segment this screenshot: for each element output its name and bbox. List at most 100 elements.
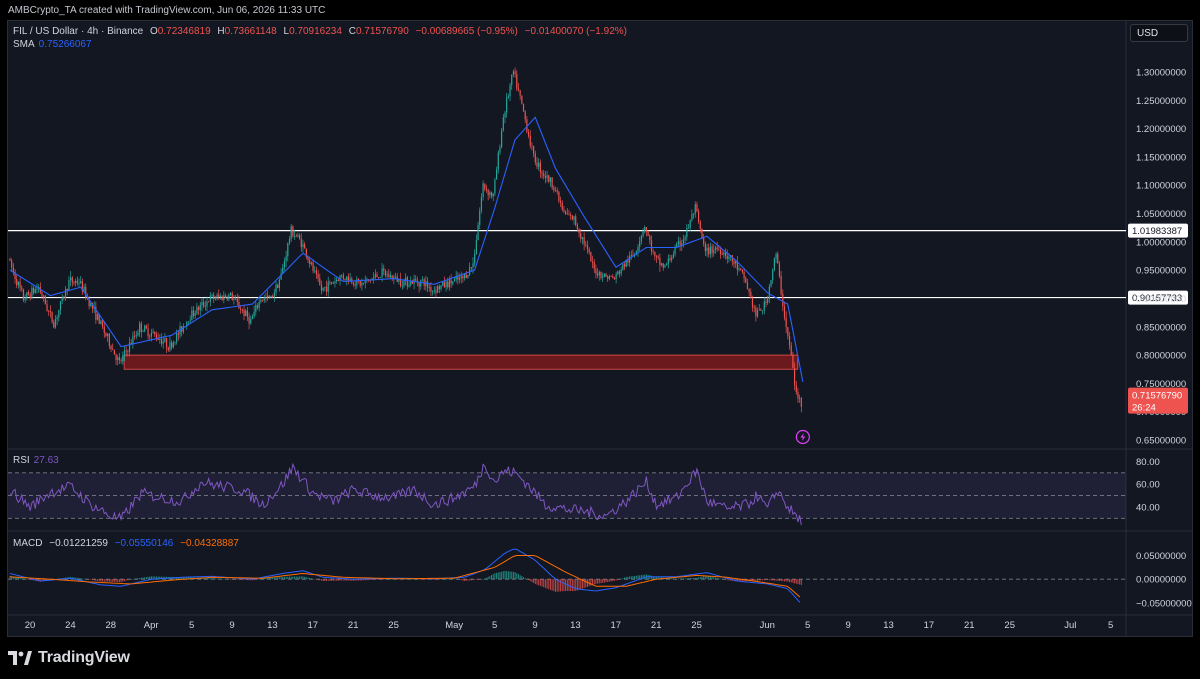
candle-body xyxy=(588,249,590,253)
candle-body xyxy=(145,325,147,329)
candle-body xyxy=(612,276,614,278)
price-tick-label: 1.00000000 xyxy=(1136,237,1186,248)
candle-body xyxy=(799,398,801,399)
macd-histogram-bar xyxy=(693,577,695,580)
macd-histogram-bar xyxy=(329,579,331,581)
candle-body xyxy=(408,284,410,287)
macd-histogram-bar xyxy=(236,579,238,580)
candle-body xyxy=(578,229,580,234)
macd-histogram-bar xyxy=(369,579,371,580)
macd-histogram-bar xyxy=(376,579,378,580)
macd-legend[interactable]: MACD −0.01221259 −0.05550146 −0.04328887 xyxy=(13,538,243,549)
candle-body xyxy=(605,273,607,277)
macd-histogram-bar xyxy=(447,578,449,580)
candle-body xyxy=(463,274,466,279)
level-price-tag xyxy=(1128,223,1188,238)
candle-body xyxy=(460,275,462,279)
macd-histogram-bar xyxy=(622,578,624,580)
macd-histogram-bar xyxy=(595,579,597,584)
macd-histogram-bar xyxy=(613,579,615,581)
macd-histogram-bar xyxy=(226,579,228,580)
candle-body xyxy=(597,274,599,276)
change2-value: −0.01400070 (−1.92%) xyxy=(524,26,627,37)
candle-body xyxy=(177,333,179,335)
candle-body xyxy=(203,302,205,307)
macd-histogram-bar xyxy=(347,579,349,581)
macd-histogram-bar xyxy=(253,579,255,580)
low-value: 0.70916234 xyxy=(289,26,342,37)
macd-histogram-bar xyxy=(9,575,11,580)
macd-histogram-bar xyxy=(640,575,642,580)
candle-body xyxy=(553,187,555,191)
macd-histogram-bar xyxy=(267,577,269,580)
candle-body xyxy=(169,342,171,351)
macd-histogram-bar xyxy=(635,575,637,580)
macd-histogram-bar xyxy=(213,578,215,580)
macd-histogram-bar xyxy=(470,579,472,581)
macd-histogram-bar xyxy=(472,579,474,581)
candle-body xyxy=(692,213,695,215)
candle-body xyxy=(61,296,63,301)
candle-body xyxy=(538,162,540,167)
change-value: −0.00689665 (−0.95%) xyxy=(415,26,518,37)
candle-body xyxy=(568,214,570,216)
candle-body xyxy=(159,339,161,340)
candle-body xyxy=(22,289,25,301)
open-value: 0.72346819 xyxy=(157,26,211,37)
macd-histogram-bar xyxy=(230,579,232,580)
macd-histogram-bar xyxy=(107,579,109,582)
candle-body xyxy=(490,192,493,197)
candle-body xyxy=(224,295,227,298)
candle-body xyxy=(795,385,797,393)
macd-histogram-bar xyxy=(100,579,102,582)
candle-body xyxy=(565,211,567,214)
macd-histogram-bar xyxy=(134,578,136,580)
macd-histogram-bar xyxy=(22,578,24,580)
level-price-label: 0.90157733 xyxy=(1132,293,1182,304)
candle-body xyxy=(644,227,646,232)
candle-body xyxy=(783,306,786,318)
candle-body xyxy=(83,286,85,292)
candle-body xyxy=(474,253,476,264)
candle-body xyxy=(647,231,649,236)
candle-body xyxy=(511,74,513,86)
macd-histogram-bar xyxy=(482,578,484,580)
macd-histogram-bar xyxy=(305,577,307,580)
macd-histogram-bar xyxy=(792,579,794,583)
currency-button[interactable]: USD xyxy=(1130,24,1188,42)
candle-body xyxy=(767,299,769,303)
chart-pane[interactable] xyxy=(7,20,1193,637)
candle-body xyxy=(54,319,57,328)
candle-body xyxy=(666,264,668,266)
candle-body xyxy=(342,275,344,279)
symbol-legend[interactable]: FIL / US Dollar · 4h · Binance O0.723468… xyxy=(13,26,631,37)
macd-histogram-bar xyxy=(699,577,701,580)
macd-histogram-bar xyxy=(159,576,161,580)
sma-legend[interactable]: SMA 0.75266067 xyxy=(13,39,96,50)
candle-body xyxy=(219,296,222,298)
macd-histogram-bar xyxy=(421,579,423,580)
candle-body xyxy=(357,279,360,281)
macd-histogram-bar xyxy=(326,579,328,581)
macd-histogram-bar xyxy=(602,579,604,583)
candle-body xyxy=(199,305,201,311)
macd-histogram-bar xyxy=(214,578,216,580)
macd-histogram-bar xyxy=(43,579,45,582)
candle-body xyxy=(768,286,770,300)
macd-histogram-bar xyxy=(225,578,227,580)
candle-body xyxy=(113,349,115,355)
candle-body xyxy=(75,280,77,283)
macd-histogram-bar xyxy=(467,579,469,581)
symbol-name[interactable]: FIL / US Dollar · 4h · Binance xyxy=(13,26,144,37)
macd-histogram-bar xyxy=(137,578,139,580)
macd-histogram-bar xyxy=(497,572,499,580)
candle-body xyxy=(59,300,62,310)
candle-body xyxy=(334,281,336,284)
rsi-legend[interactable]: RSI 27.63 xyxy=(13,455,63,466)
macd-histogram-bar xyxy=(415,579,417,580)
macd-histogram-bar xyxy=(98,579,100,582)
candle-body xyxy=(469,267,471,275)
macd-histogram-bar xyxy=(142,577,144,580)
time-tick-label: 5 xyxy=(1108,620,1113,631)
